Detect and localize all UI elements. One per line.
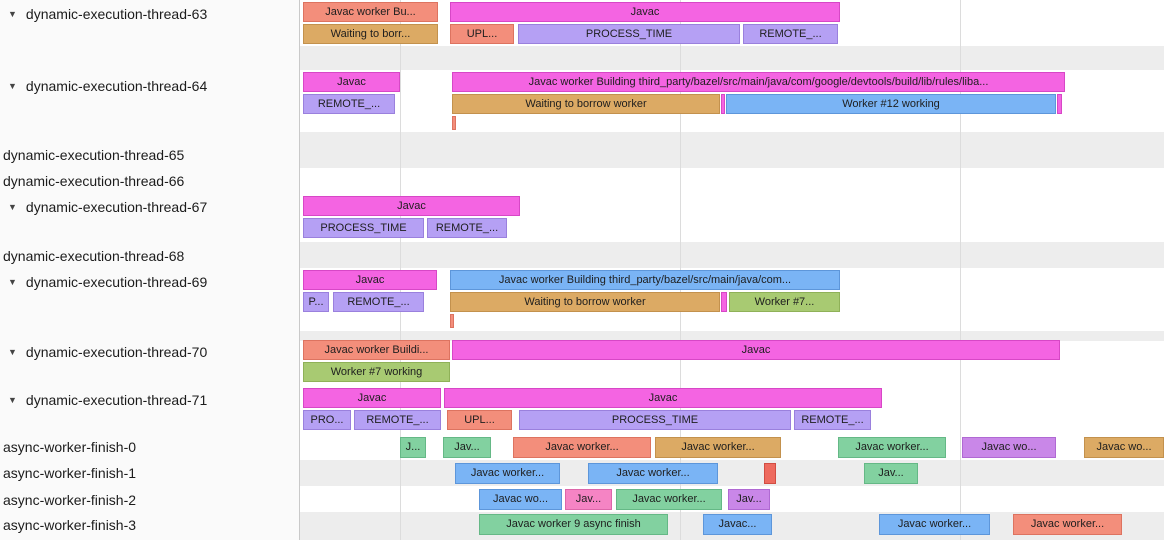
track-label-dynamic-execution-thread-63[interactable]: ▼ dynamic-execution-thread-63 (0, 1, 299, 27)
track-label-async-worker-finish-1[interactable]: async-worker-finish-1 (0, 460, 299, 486)
trace-slice[interactable]: REMOTE_... (743, 24, 838, 44)
track-name: dynamic-execution-thread-67 (25, 199, 208, 215)
trace-slice[interactable]: Waiting to borrow worker (452, 94, 720, 114)
collapse-arrow-icon[interactable]: ▼ (8, 395, 17, 405)
track-label-async-worker-finish-2[interactable]: async-worker-finish-2 (0, 487, 299, 513)
trace-slice[interactable]: Javac (303, 196, 520, 216)
trace-slice-marker[interactable] (1057, 94, 1062, 114)
trace-slice[interactable]: UPL... (450, 24, 514, 44)
trace-slice[interactable]: Javac worker... (588, 463, 718, 484)
trace-slice-marker[interactable] (764, 463, 776, 484)
trace-slice[interactable]: REMOTE_... (794, 410, 871, 430)
track-name: dynamic-execution-thread-71 (25, 392, 208, 408)
collapse-arrow-icon[interactable]: ▼ (8, 277, 17, 287)
trace-slice[interactable]: Javac worker Building third_party/bazel/… (450, 270, 840, 290)
trace-slice[interactable]: Waiting to borr... (303, 24, 438, 44)
track-name: dynamic-execution-thread-70 (25, 344, 208, 360)
track-label-dynamic-execution-thread-67[interactable]: ▼ dynamic-execution-thread-67 (0, 194, 299, 220)
track-label-async-worker-finish-0[interactable]: async-worker-finish-0 (0, 434, 299, 460)
trace-slice[interactable]: J... (400, 437, 426, 458)
track-name: dynamic-execution-thread-69 (25, 274, 208, 290)
track-name: async-worker-finish-1 (3, 465, 137, 481)
row-background-stripe (300, 242, 1164, 268)
time-gridline (960, 0, 961, 540)
trace-slice[interactable]: P... (303, 292, 329, 312)
trace-slice-marker[interactable] (452, 116, 456, 130)
track-name: dynamic-execution-thread-68 (3, 248, 185, 264)
trace-slice[interactable]: Jav... (864, 463, 918, 484)
trace-slice[interactable]: Javac (450, 2, 840, 22)
trace-slice-marker[interactable] (721, 292, 727, 312)
trace-slice[interactable]: PROCESS_TIME (518, 24, 740, 44)
track-name: dynamic-execution-thread-66 (3, 173, 185, 189)
trace-slice[interactable]: Javac worker... (1013, 514, 1122, 535)
trace-slice[interactable]: Javac worker... (616, 489, 722, 510)
trace-slice[interactable]: PROCESS_TIME (519, 410, 791, 430)
track-name: async-worker-finish-3 (3, 517, 137, 533)
trace-slice[interactable]: Javac (444, 388, 882, 408)
track-name: dynamic-execution-thread-63 (25, 6, 208, 22)
track-label-async-worker-finish-3[interactable]: async-worker-finish-3 (0, 512, 299, 538)
trace-slice[interactable]: Javac worker Bu... (303, 2, 438, 22)
trace-slice[interactable]: REMOTE_... (303, 94, 395, 114)
trace-slice[interactable]: Javac (452, 340, 1060, 360)
trace-slice[interactable]: Javac wo... (479, 489, 562, 510)
track-name: async-worker-finish-2 (3, 492, 137, 508)
track-label-dynamic-execution-thread-71[interactable]: ▼ dynamic-execution-thread-71 (0, 387, 299, 413)
trace-slice[interactable]: PRO... (303, 410, 351, 430)
trace-slice[interactable]: REMOTE_... (354, 410, 441, 430)
trace-slice[interactable]: Javac (303, 388, 441, 408)
trace-slice[interactable]: Javac worker 9 async finish (479, 514, 668, 535)
track-label-dynamic-execution-thread-66[interactable]: dynamic-execution-thread-66 (0, 168, 299, 194)
trace-slice[interactable]: Jav... (565, 489, 612, 510)
trace-slice[interactable]: Javac (303, 72, 400, 92)
trace-slice[interactable]: Worker #7 working (303, 362, 450, 382)
trace-slice[interactable]: Javac worker... (655, 437, 781, 458)
track-label-dynamic-execution-thread-68[interactable]: dynamic-execution-thread-68 (0, 243, 299, 269)
track-name: dynamic-execution-thread-64 (25, 78, 208, 94)
collapse-arrow-icon[interactable]: ▼ (8, 9, 17, 19)
trace-slice[interactable]: REMOTE_... (333, 292, 424, 312)
trace-slice[interactable]: Javac worker... (513, 437, 651, 458)
trace-slice[interactable]: Javac wo... (962, 437, 1056, 458)
trace-slice[interactable]: Javac worker Building third_party/bazel/… (452, 72, 1065, 92)
trace-slice[interactable]: Javac... (703, 514, 772, 535)
collapse-arrow-icon[interactable]: ▼ (8, 347, 17, 357)
trace-slice-marker[interactable] (450, 314, 454, 328)
trace-slice[interactable]: Jav... (443, 437, 491, 458)
track-name: async-worker-finish-0 (3, 439, 137, 455)
collapse-arrow-icon[interactable]: ▼ (8, 202, 17, 212)
trace-slice[interactable]: Jav... (728, 489, 770, 510)
trace-slice[interactable]: Javac wo... (1084, 437, 1164, 458)
row-background-stripe (300, 331, 1164, 341)
row-background-stripe (300, 132, 1164, 168)
row-background-stripe (300, 460, 1164, 486)
trace-slice[interactable]: Javac worker... (838, 437, 946, 458)
trace-slice[interactable]: Worker #7... (729, 292, 840, 312)
trace-slice-marker[interactable] (721, 94, 725, 114)
trace-slice[interactable]: REMOTE_... (427, 218, 507, 238)
track-label-dynamic-execution-thread-69[interactable]: ▼ dynamic-execution-thread-69 (0, 269, 299, 295)
track-label-dynamic-execution-thread-64[interactable]: ▼ dynamic-execution-thread-64 (0, 73, 299, 99)
trace-slice[interactable]: Javac worker Buildi... (303, 340, 450, 360)
trace-slice[interactable]: Worker #12 working (726, 94, 1056, 114)
collapse-arrow-icon[interactable]: ▼ (8, 81, 17, 91)
trace-slice[interactable]: Javac worker... (879, 514, 990, 535)
trace-slice[interactable]: Waiting to borrow worker (450, 292, 720, 312)
trace-slice[interactable]: UPL... (447, 410, 512, 430)
track-label-dynamic-execution-thread-70[interactable]: ▼ dynamic-execution-thread-70 (0, 339, 299, 365)
timeline-canvas[interactable]: Javac worker Bu... Javac Waiting to borr..… (300, 0, 1164, 540)
track-label-dynamic-execution-thread-65[interactable]: dynamic-execution-thread-65 (0, 142, 299, 168)
trace-slice[interactable]: Javac (303, 270, 437, 290)
row-background-stripe (300, 46, 1164, 70)
track-label-column: ▼ dynamic-execution-thread-63 ▼ dynamic-exe… (0, 0, 300, 540)
trace-slice[interactable]: Javac worker... (455, 463, 560, 484)
track-name: dynamic-execution-thread-65 (3, 147, 185, 163)
trace-slice[interactable]: PROCESS_TIME (303, 218, 424, 238)
